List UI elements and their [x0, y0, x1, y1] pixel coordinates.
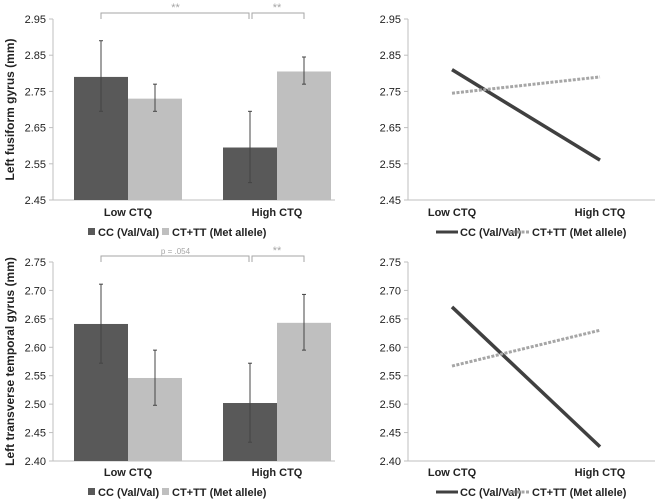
- significance-label: p = .054: [161, 247, 191, 256]
- y-tick-label: 2.75: [380, 257, 401, 269]
- significance-label: **: [273, 245, 282, 257]
- series-line: [451, 328, 601, 368]
- legend-swatch: [162, 228, 169, 235]
- x-tick-label: High CTQ: [252, 467, 303, 479]
- series-line: [451, 75, 601, 95]
- significance-bracket: [100, 255, 250, 262]
- y-tick-label: 2.60: [25, 342, 46, 354]
- y-tick-label: 2.60: [380, 342, 401, 354]
- series-line: [451, 68, 601, 162]
- bar: [277, 71, 331, 201]
- y-tick-label: 2.55: [25, 371, 46, 383]
- y-tick-label: 2.70: [380, 285, 401, 297]
- y-tick-label: 2.45: [380, 428, 401, 440]
- y-tick-label: 2.50: [380, 399, 401, 411]
- y-tick-label: 2.95: [25, 14, 46, 26]
- significance-label: **: [171, 2, 180, 14]
- y-tick-label: 2.65: [25, 123, 46, 135]
- y-tick-label: 2.55: [25, 159, 46, 171]
- y-axis-title: Left fusiform gyrus (mm): [3, 38, 17, 180]
- legend-label: CC (Val/Val): [98, 487, 159, 499]
- x-tick-label: High CTQ: [575, 207, 626, 219]
- significance-bracket: [251, 12, 305, 19]
- y-tick-label: 2.75: [25, 86, 46, 98]
- y-tick-label: 2.50: [25, 399, 46, 411]
- y-tick-label: 2.55: [380, 371, 401, 383]
- series-line: [450, 305, 602, 449]
- y-axis-title: Left transverse temporal gyrus (mm): [3, 257, 17, 466]
- legend-label: CT+TT (Met allele): [172, 227, 267, 239]
- x-tick-label: Low CTQ: [428, 467, 477, 479]
- legend-label: CC (Val/Val): [460, 227, 521, 239]
- x-tick-label: Low CTQ: [104, 207, 153, 219]
- x-tick-label: Low CTQ: [428, 207, 477, 219]
- y-tick-label: 2.75: [380, 86, 401, 98]
- legend-swatch: [88, 488, 95, 495]
- y-tick-label: 2.85: [380, 50, 401, 62]
- legend-label: CT+TT (Met allele): [532, 227, 627, 239]
- y-tick-label: 2.45: [25, 195, 46, 207]
- y-tick-label: 2.65: [380, 314, 401, 326]
- x-tick-label: Low CTQ: [104, 467, 153, 479]
- legend-label: CC (Val/Val): [98, 227, 159, 239]
- legend-label: CC (Val/Val): [460, 487, 521, 499]
- legend-swatch: [88, 228, 95, 235]
- x-tick-label: High CTQ: [575, 467, 626, 479]
- significance-bracket: [251, 255, 305, 262]
- significance-label: **: [273, 2, 282, 14]
- legend-label: CT+TT (Met allele): [532, 487, 627, 499]
- y-tick-label: 2.75: [25, 257, 46, 269]
- y-tick-label: 2.85: [25, 50, 46, 62]
- bar: [128, 98, 182, 200]
- y-tick-label: 2.45: [380, 195, 401, 207]
- y-tick-label: 2.95: [380, 14, 401, 26]
- y-tick-label: 2.65: [25, 314, 46, 326]
- significance-bracket: [100, 12, 250, 19]
- y-tick-label: 2.40: [380, 456, 401, 468]
- y-tick-label: 2.70: [25, 285, 46, 297]
- x-tick-label: High CTQ: [252, 207, 303, 219]
- y-tick-label: 2.40: [25, 456, 46, 468]
- y-tick-label: 2.45: [25, 428, 46, 440]
- y-tick-label: 2.65: [380, 123, 401, 135]
- legend-swatch: [162, 488, 169, 495]
- y-tick-label: 2.55: [380, 159, 401, 171]
- legend-label: CT+TT (Met allele): [172, 487, 267, 499]
